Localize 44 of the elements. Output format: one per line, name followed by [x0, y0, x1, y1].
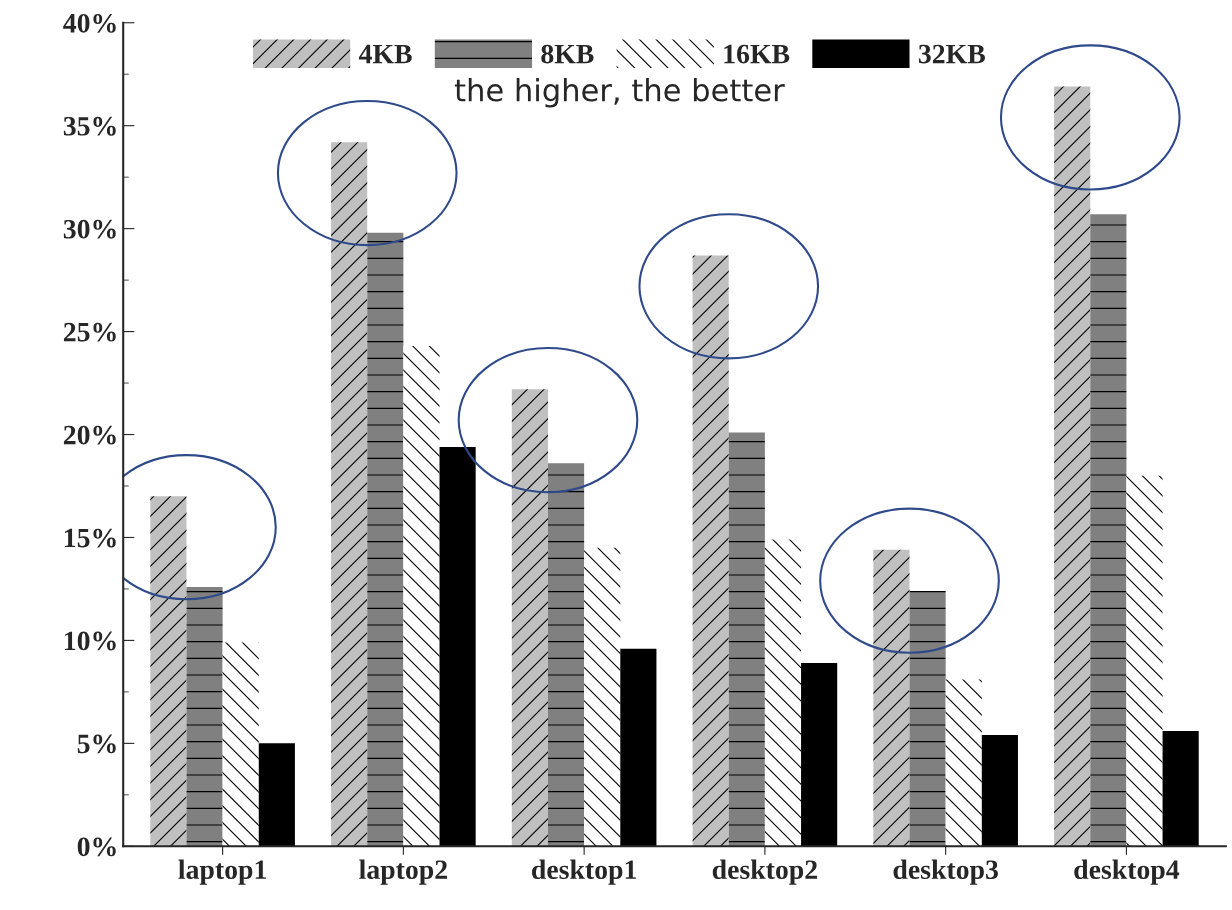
legend-label: 8KB — [541, 44, 594, 64]
bar — [1054, 86, 1091, 847]
bar — [945, 679, 982, 847]
bar — [692, 255, 729, 847]
annotation: the higher, the better — [454, 77, 785, 108]
bar — [547, 463, 585, 847]
bar — [764, 539, 802, 847]
bar — [1162, 731, 1199, 847]
bar — [403, 345, 440, 847]
bar — [150, 496, 187, 847]
y-tick-label: 15% — [65, 528, 116, 548]
y-tick-label: 35% — [63, 116, 116, 136]
y-tick-label: 25% — [63, 322, 116, 342]
bar — [331, 142, 368, 847]
bar — [620, 648, 657, 847]
y-tick-label: 5% — [77, 734, 116, 754]
x-tick-label: desktop1 — [532, 859, 636, 885]
x-tick-label: desktop4 — [1074, 859, 1180, 885]
y-tick-label: 20% — [63, 425, 116, 445]
bar — [801, 663, 838, 847]
x-tick-label: laptop1 — [178, 859, 266, 885]
bar — [258, 743, 295, 847]
bar — [728, 432, 765, 847]
legend-label: 32KB — [918, 44, 985, 64]
bar — [1126, 475, 1163, 847]
y-tick-label: 10% — [65, 631, 116, 651]
x-tick-label: desktop3 — [893, 859, 998, 885]
bar — [367, 232, 404, 847]
bar — [186, 586, 223, 847]
legend-label: 16KB — [724, 44, 790, 64]
bar — [909, 591, 946, 847]
x-tick-label: desktop2 — [712, 859, 817, 885]
y-tick-label: 0% — [77, 837, 116, 857]
bar — [873, 549, 910, 847]
bar — [222, 642, 259, 847]
bar — [584, 547, 621, 847]
legend-label: 4KB — [358, 44, 412, 64]
bar — [439, 446, 476, 847]
bar — [1090, 214, 1127, 847]
x-tick-label: laptop2 — [359, 859, 447, 885]
bar — [511, 389, 548, 847]
y-tick-label: 30% — [63, 219, 116, 239]
y-tick-label: 40% — [63, 13, 116, 33]
bar — [981, 735, 1018, 847]
